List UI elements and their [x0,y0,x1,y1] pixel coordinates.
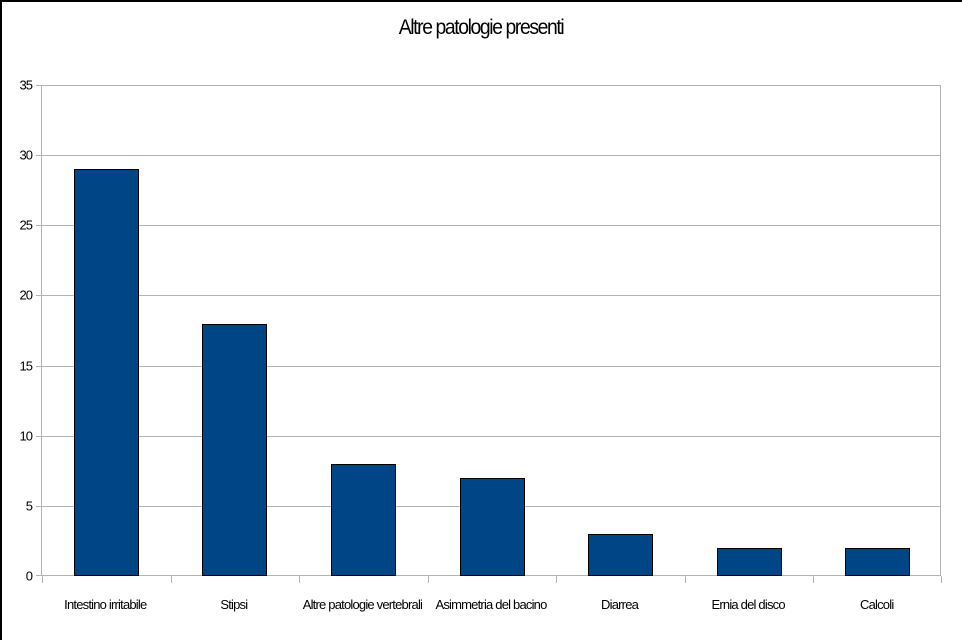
y-tick-label: 5 [25,498,33,514]
gridline [42,295,940,297]
y-tick-label: 25 [19,217,33,233]
plot-area [36,85,942,583]
x-tick [170,576,172,583]
gridline [42,155,940,157]
x-tick [299,576,301,583]
x-tick [941,576,942,583]
y-tick [36,225,42,227]
bar [845,547,911,576]
x-tick-label: Calcoli [859,597,894,612]
y-tick-label: 20 [19,287,33,303]
gridline [42,225,940,227]
x-tick-label: Altre patologie vertebrali [302,597,423,612]
x-tick-label: Diarrea [601,597,639,612]
y-tick-label: 30 [19,147,33,163]
y-tick-label: 15 [19,358,33,374]
y-tick [36,365,42,367]
x-tick-label: Intestino irritabile [64,597,147,612]
x-tick [42,576,43,583]
y-tick [36,575,42,576]
bar [716,547,782,576]
x-tick [427,576,429,583]
gridline [42,435,940,437]
x-tick [813,576,815,583]
bar [459,477,525,576]
y-tick-label: 10 [19,428,33,444]
bar [588,533,654,576]
y-tick [36,295,42,297]
bar [330,463,396,576]
y-tick-label: 35 [19,77,33,93]
gridline [42,85,940,86]
chart-title: Altre patologie presenti [398,16,565,39]
x-tick [684,576,686,583]
x-tick [556,576,558,583]
x-tick-label: Ernia del disco [711,597,786,612]
y-tick [36,505,42,507]
bar [73,169,139,576]
bar [202,323,268,576]
y-tick-label: 0 [25,568,33,584]
y-tick [36,435,42,437]
x-tick-label: Asimmetria del bacino [435,597,547,612]
y-tick [36,85,42,86]
y-tick [36,155,42,157]
gridline [42,365,940,367]
x-tick-label: Stipsi [220,597,248,612]
